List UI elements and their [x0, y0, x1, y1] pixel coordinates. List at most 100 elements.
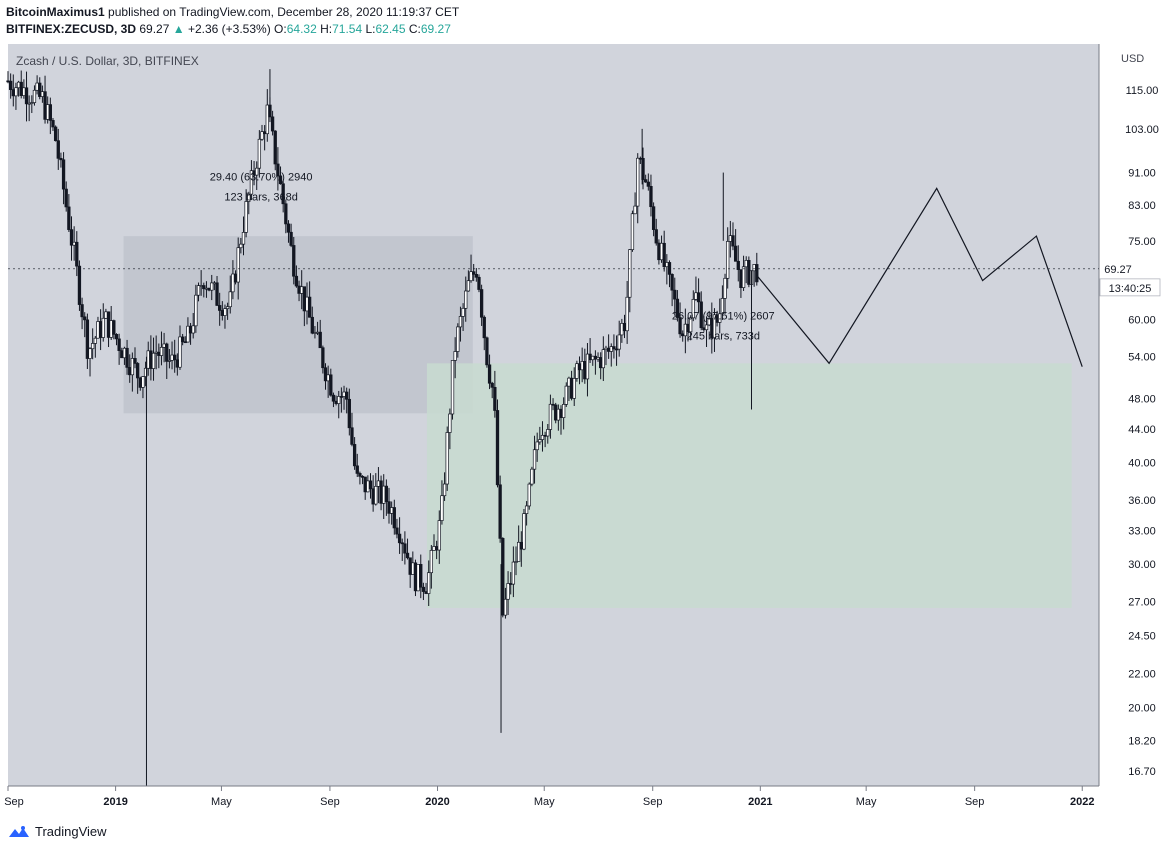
price-tick-label: 83.00: [1128, 200, 1156, 212]
candle-body: [141, 376, 145, 388]
close-label: C:: [408, 22, 421, 36]
candle-body: [702, 327, 706, 331]
candle-body: [284, 203, 288, 225]
time-tick-label: 2022: [1070, 796, 1094, 808]
candle-body: [32, 89, 37, 103]
candle-body: [233, 273, 238, 283]
candle-body: [77, 265, 82, 305]
projection: [756, 187, 1083, 367]
candle-body: [625, 296, 629, 332]
candle-body: [162, 343, 166, 348]
candle-body: [56, 140, 60, 159]
candle-body: [681, 333, 685, 337]
candle-body: [154, 351, 158, 354]
candle-body: [120, 350, 124, 359]
candle-body: [24, 87, 29, 105]
candle-body: [130, 358, 135, 376]
price-tick-label: 91.00: [1128, 168, 1156, 180]
price-tick-label: 48.00: [1128, 393, 1156, 405]
countdown-box: [1099, 278, 1161, 297]
candle-body: [583, 361, 587, 380]
candle-body: [691, 299, 695, 319]
candle-body: [382, 485, 386, 504]
candle-body: [638, 157, 643, 160]
candle-body: [458, 316, 463, 328]
price-tick-label: 33.00: [1128, 526, 1156, 538]
candle-body: [633, 205, 637, 215]
candle-body: [374, 485, 378, 505]
candle-body: [546, 429, 550, 437]
candle-body: [630, 213, 635, 251]
candle-body: [180, 336, 185, 343]
candle-body: [688, 317, 693, 333]
series-title: Zcash / U.S. Dollar, 3D, BITFINEX: [16, 54, 199, 68]
annotation-bars: 245 bars, 733d: [687, 331, 760, 343]
price-tick-label: 27.00: [1128, 596, 1156, 608]
currency-label: USD: [1121, 53, 1144, 65]
candle-body: [345, 391, 349, 400]
candle-body: [479, 289, 484, 318]
candle-body: [601, 349, 605, 369]
price-tick-label: 40.00: [1128, 458, 1156, 470]
candle-body: [220, 310, 224, 316]
candle-body: [196, 285, 201, 296]
candle-body: [347, 398, 351, 429]
candle-body: [604, 347, 608, 351]
candle-body: [53, 126, 58, 142]
candle-body: [440, 495, 444, 521]
candle-body: [670, 274, 674, 291]
candle-body: [337, 396, 341, 404]
gray-range-box: [123, 236, 473, 414]
candle-body: [614, 348, 619, 351]
price-ticks: 115.00 103.00 91.00 83.00 75.00 60.00 54.00 48.…: [8, 85, 1161, 778]
candle-body: [419, 564, 423, 588]
candle-body: [270, 116, 275, 132]
candle-body: [403, 543, 407, 554]
candle-body: [218, 305, 222, 311]
candle-body: [165, 343, 169, 362]
candle-body: [720, 298, 725, 315]
candle-body: [40, 91, 45, 97]
candle-body: [85, 319, 90, 359]
candle-body: [675, 298, 680, 318]
candle-body: [424, 591, 428, 594]
open-label: O:: [274, 22, 287, 36]
candle-body: [575, 363, 579, 379]
time-tick-label: 2021: [748, 796, 772, 808]
candle-body: [733, 245, 738, 262]
candle-body: [114, 333, 119, 340]
candle-body: [434, 546, 439, 551]
candle-body: [387, 501, 391, 514]
candle-body: [696, 292, 701, 303]
time-axis[interactable]: [8, 786, 1171, 816]
candle-body: [342, 391, 346, 397]
candle-body: [620, 322, 624, 336]
candle-body: [498, 484, 502, 539]
green-range-box: [426, 363, 1072, 608]
candle-body: [551, 403, 555, 406]
candle-body: [659, 242, 664, 261]
candle-body: [485, 337, 489, 366]
candle-body: [241, 232, 246, 245]
candle-body: [556, 408, 561, 421]
price-tick-label: 22.00: [1128, 669, 1156, 681]
candle-body: [543, 434, 547, 437]
candle-body: [91, 343, 95, 350]
candle-body: [493, 386, 497, 411]
footer-brand[interactable]: TradingView: [35, 824, 107, 839]
price-tick-label: 16.70: [1128, 766, 1156, 778]
price-axis[interactable]: [1099, 44, 1171, 786]
candle-body: [72, 241, 76, 246]
candle-body: [212, 282, 217, 285]
candle-body: [564, 385, 568, 405]
close-value: 69.27: [420, 22, 451, 36]
author-name[interactable]: BitcoinMaximus1: [6, 5, 105, 19]
symbol-label[interactable]: BITFINEX:ZECUSD, 3D: [6, 22, 137, 36]
candle-body: [366, 480, 370, 493]
candle-body: [371, 488, 375, 505]
candle-body: [736, 260, 740, 270]
candle-body: [524, 505, 529, 514]
candle-body: [400, 542, 404, 545]
candle-body: [104, 311, 108, 319]
